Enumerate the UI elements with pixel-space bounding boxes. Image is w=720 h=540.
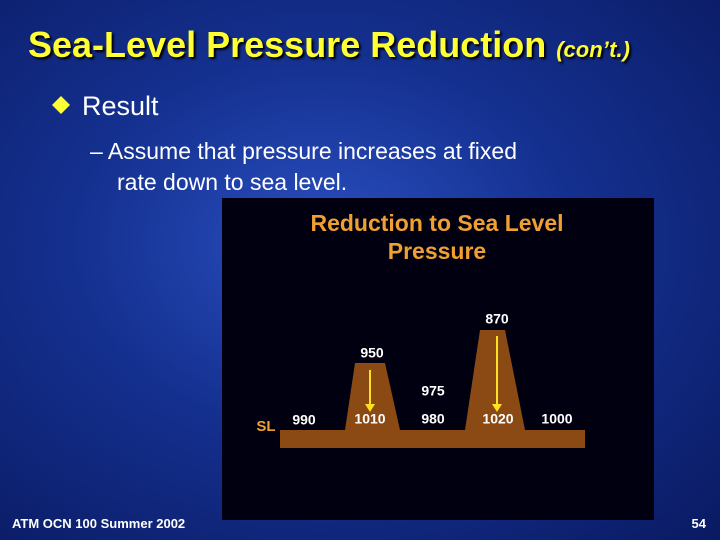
- pressure-label: 990: [292, 412, 316, 428]
- sl-label: SL: [256, 418, 275, 435]
- figure-title: Pressure: [388, 238, 486, 264]
- title-suffix: (con’t.): [556, 37, 630, 62]
- pressure-label: 980: [421, 411, 445, 427]
- figure: Reduction to Sea Level Pressure SL 950 9…: [222, 198, 654, 520]
- pressure-label: 870: [485, 311, 509, 327]
- figure-title: Reduction to Sea Level: [310, 210, 563, 236]
- pressure-label: 975: [421, 383, 445, 399]
- pressure-label: 1020: [482, 411, 513, 427]
- bullet-text: Result: [82, 91, 159, 121]
- slide-title: Sea-Level Pressure Reduction (con’t.): [28, 24, 630, 66]
- footer-text: ATM OCN 100 Summer 2002: [12, 516, 186, 531]
- page-number: 54: [691, 516, 706, 531]
- pressure-label: 950: [360, 345, 384, 361]
- sub-bullet-text: rate down to sea level.: [117, 169, 348, 195]
- sub-bullet-text: – Assume that pressure increases at fixe…: [90, 138, 517, 164]
- arrow-head: [492, 404, 502, 412]
- diamond: [52, 96, 70, 114]
- pressure-label: 1010: [354, 411, 385, 427]
- bullet-icon: [52, 96, 70, 114]
- arrow-head: [365, 404, 375, 412]
- pressure-label: 1000: [541, 411, 572, 427]
- title-text: Sea-Level Pressure Reduction: [28, 24, 547, 65]
- figure-background: [222, 198, 654, 520]
- terrain: [280, 330, 585, 448]
